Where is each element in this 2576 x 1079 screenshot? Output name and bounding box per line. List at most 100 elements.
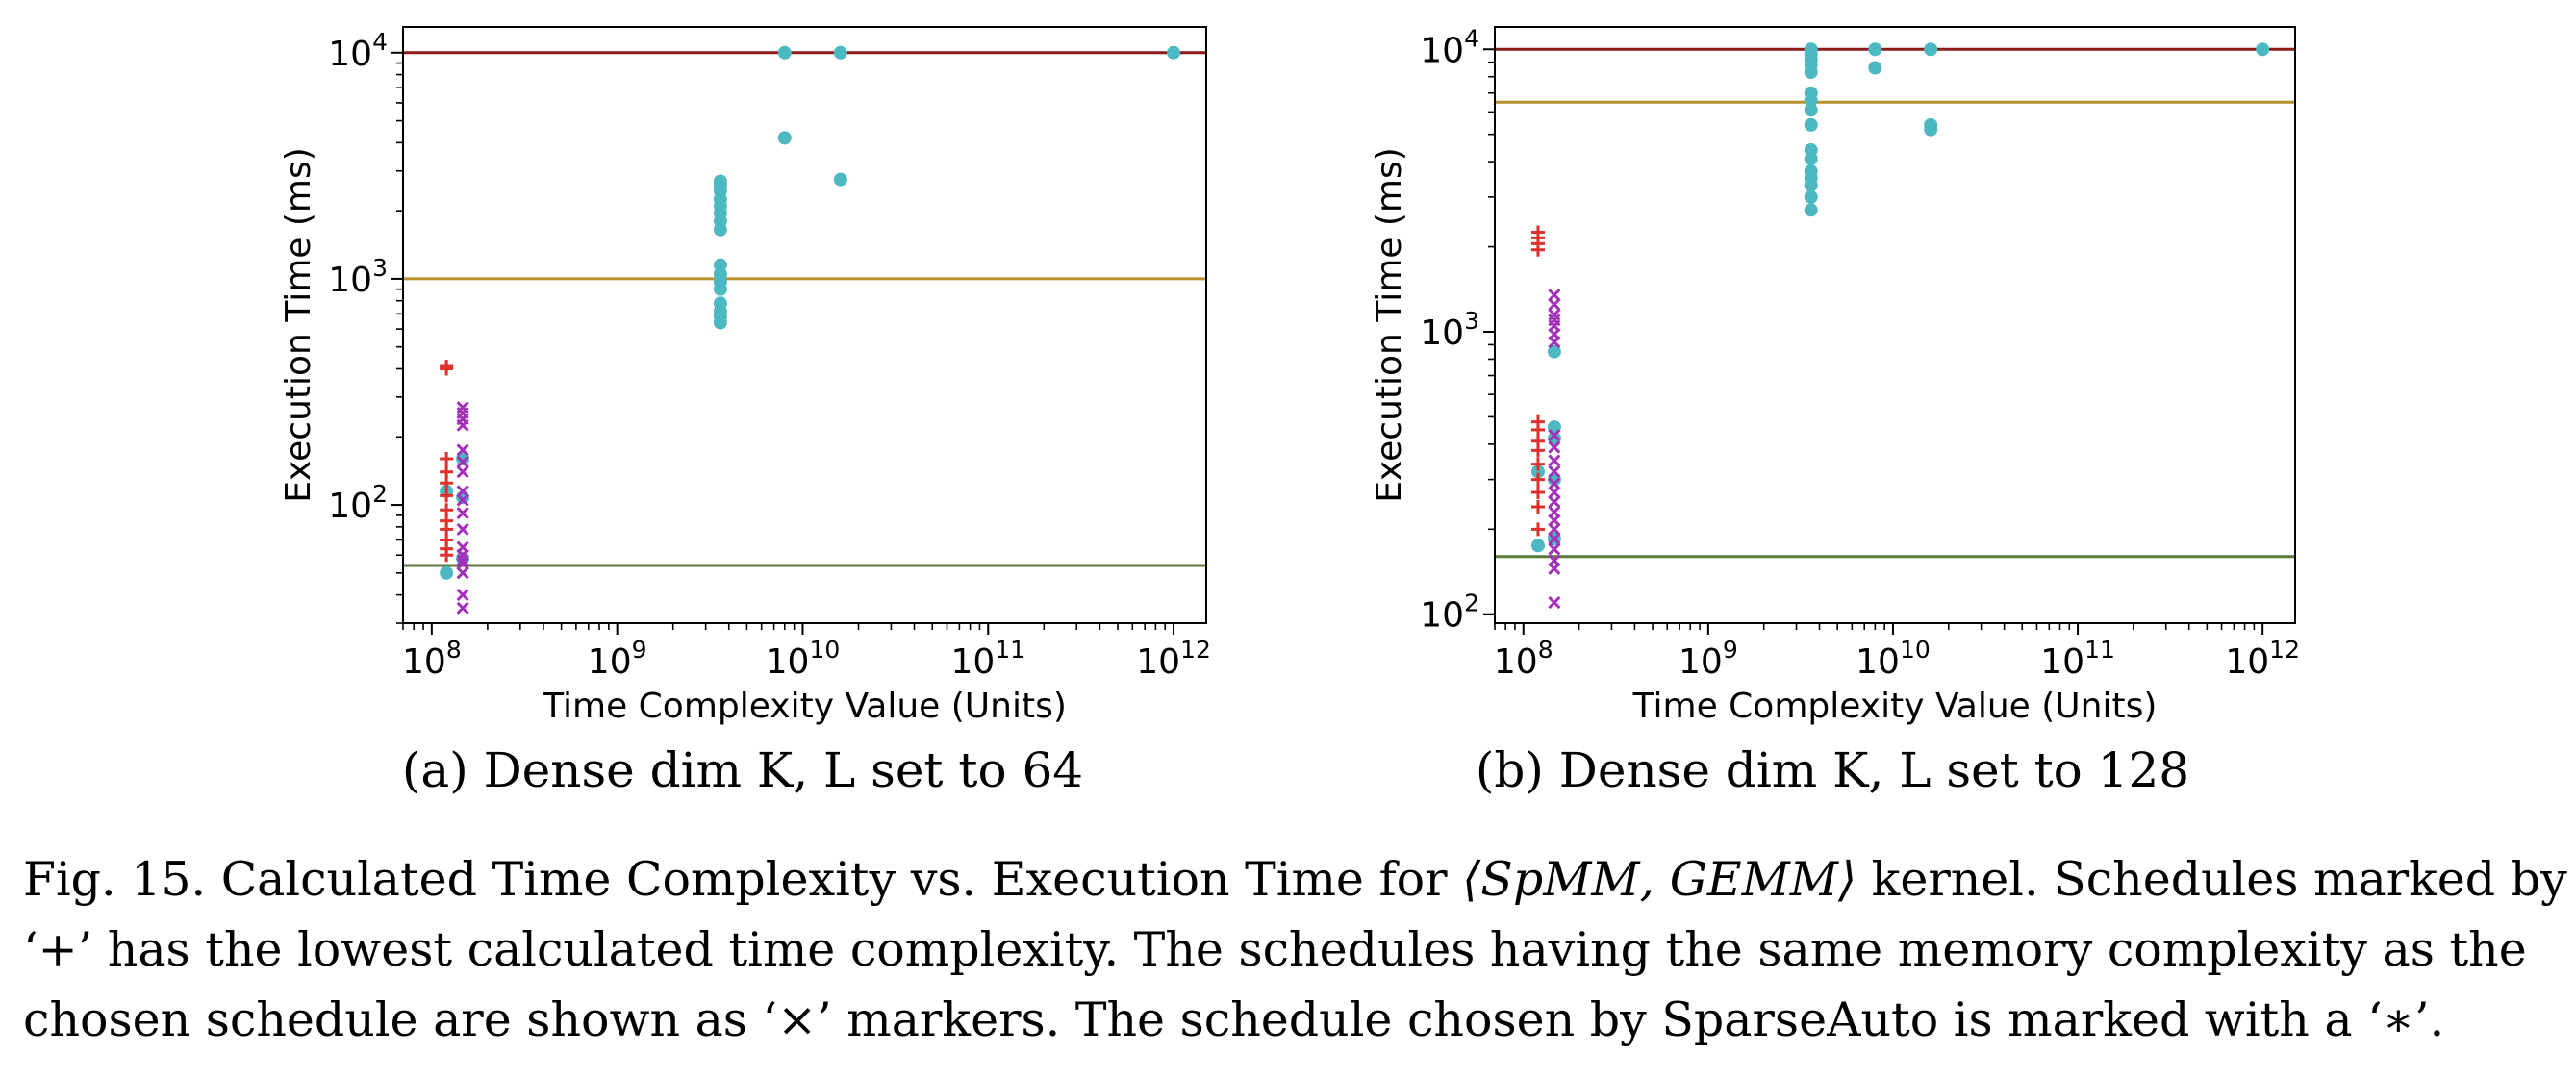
x-marker xyxy=(456,601,469,615)
x-marker xyxy=(456,589,469,602)
circle-marker xyxy=(456,452,470,466)
data-markers xyxy=(440,45,1181,615)
plus-marker xyxy=(1530,486,1545,500)
subcaption: (a) Dense dim K, L set to 64 xyxy=(402,742,1083,798)
x-marker xyxy=(456,465,469,479)
plus-marker xyxy=(1530,472,1545,487)
plot-frame xyxy=(1494,26,2296,624)
circle-marker xyxy=(1924,42,1938,57)
x-marker xyxy=(1548,486,1561,499)
x-marker xyxy=(1548,495,1561,509)
x-marker xyxy=(1548,289,1561,302)
x-tick-label: 108 xyxy=(402,636,462,682)
x-tick-label: 1011 xyxy=(2040,636,2115,682)
circle-marker xyxy=(713,282,727,296)
circle-marker xyxy=(1868,42,1882,57)
circle-marker xyxy=(1804,65,1818,80)
x-marker xyxy=(1548,464,1561,478)
plus-marker xyxy=(1530,242,1545,257)
x-marker xyxy=(456,443,469,457)
plus-marker xyxy=(440,548,454,563)
caption-math: ⟨SpMM, GEMM⟩ xyxy=(1462,852,1857,907)
x-tick-label: 109 xyxy=(1679,636,1738,682)
x-axis-label: Time Complexity Value (Units) xyxy=(542,687,1067,726)
y-tick-label: 104 xyxy=(1420,24,1479,70)
x-tick-label: 1011 xyxy=(950,636,1025,682)
circle-marker xyxy=(1804,93,1818,108)
y-tick-label: 102 xyxy=(328,480,388,526)
plus-marker xyxy=(1530,500,1545,514)
caption-line-3: chosen schedule are shown as ‘×’ markers… xyxy=(23,992,2445,1047)
x-marker xyxy=(456,522,469,536)
plus-marker xyxy=(1530,522,1545,537)
plus-marker xyxy=(1530,457,1545,471)
caption-text: kernel. Schedules marked by xyxy=(1856,852,2567,907)
x-marker xyxy=(456,566,469,580)
circle-marker xyxy=(777,45,792,60)
x-tick-label: 1010 xyxy=(766,636,841,682)
subcaption: (b) Dense dim K, L set to 128 xyxy=(1476,742,2189,798)
circle-marker xyxy=(713,315,727,330)
y-axis-label: Execution Time (ms) xyxy=(1370,147,1409,503)
y-tick-label: 104 xyxy=(328,28,388,74)
x-marker xyxy=(1548,454,1561,467)
panel-b: 108 109 1010 1011 1012 102 103 104 Time Complexi… xyxy=(1370,24,2300,798)
data-markers xyxy=(1530,42,2270,610)
panel-a: 108 109 1010 1011 1012 102 103 104 Time Complexi… xyxy=(279,26,1211,798)
x-marker xyxy=(456,553,469,567)
circle-marker xyxy=(1167,45,1181,60)
reference-lines xyxy=(403,51,1206,567)
caption-line-2: ‘+’ has the lowest calculated time compl… xyxy=(23,922,2527,977)
x-tick-label: 1012 xyxy=(2225,636,2300,682)
plus-marker xyxy=(440,362,454,376)
y-axis-label: Execution Time (ms) xyxy=(279,147,318,503)
x-marker xyxy=(1548,522,1561,536)
circle-marker xyxy=(1547,344,1561,359)
circle-marker xyxy=(833,45,847,60)
plus-marker xyxy=(1530,443,1545,458)
caption-line-1: Fig. 15. Calculated Time Complexity vs. … xyxy=(23,844,2567,915)
y-tick-label: 103 xyxy=(1420,307,1479,353)
x-marker xyxy=(1548,297,1561,312)
x-marker xyxy=(1548,542,1561,556)
plus-marker xyxy=(440,489,454,503)
x-tick-label: 1012 xyxy=(1136,636,1211,682)
figure-caption: Fig. 15. Calculated Time Complexity vs. … xyxy=(23,844,2567,1055)
circle-marker xyxy=(1804,117,1818,132)
x-marker xyxy=(1548,532,1561,545)
y-tick-label: 103 xyxy=(328,254,388,300)
circle-marker xyxy=(1924,122,1938,137)
circle-marker xyxy=(833,172,847,187)
minor-ticks xyxy=(396,62,1167,630)
caption-text: Fig. 15. Calculated Time Complexity vs. … xyxy=(23,852,1463,907)
y-tick-label: 102 xyxy=(1420,590,1479,636)
circle-marker xyxy=(777,131,792,145)
circle-marker xyxy=(1804,178,1818,192)
circle-marker xyxy=(1804,189,1818,204)
x-marker xyxy=(1548,596,1561,610)
x-marker xyxy=(456,557,469,570)
circle-marker xyxy=(713,222,727,237)
circle-marker xyxy=(1804,103,1818,117)
x-marker xyxy=(456,418,469,432)
circle-marker xyxy=(1530,464,1545,479)
circle-marker xyxy=(440,565,454,580)
circle-marker xyxy=(1868,61,1882,75)
plot-frame xyxy=(402,26,1207,624)
circle-marker xyxy=(1530,539,1545,553)
minor-ticks xyxy=(1488,61,2256,630)
plus-marker xyxy=(440,452,454,466)
x-tick-label: 1010 xyxy=(1856,636,1931,682)
x-axis-label: Time Complexity Value (Units) xyxy=(1632,687,2158,726)
circle-marker xyxy=(1804,152,1818,166)
x-marker xyxy=(1548,429,1561,442)
x-tick-label: 109 xyxy=(588,636,647,682)
circle-marker xyxy=(2256,42,2270,57)
x-marker xyxy=(1548,336,1561,349)
x-marker xyxy=(456,455,469,468)
x-marker xyxy=(456,507,469,520)
x-marker xyxy=(456,493,469,507)
circle-marker xyxy=(1547,431,1561,445)
plus-marker xyxy=(1530,422,1545,437)
